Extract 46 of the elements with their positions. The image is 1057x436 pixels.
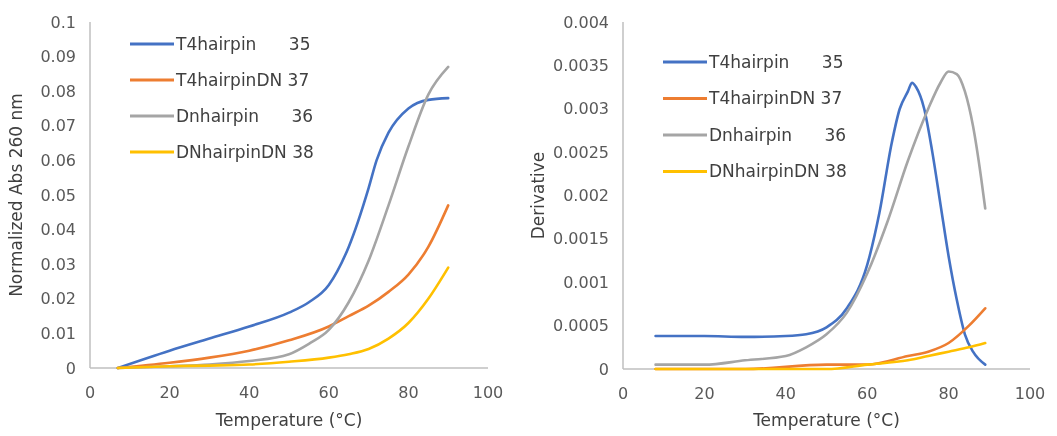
y-tick-label: 0.0025 xyxy=(553,142,609,162)
y-tick-label: 0.0035 xyxy=(553,55,609,75)
y-tick-label: 0.003 xyxy=(563,99,609,119)
y-tick-label: 0.01 xyxy=(40,324,76,343)
x-tick-label: 60 xyxy=(857,384,878,403)
y-tick-label: 0.001 xyxy=(563,272,609,292)
x-tick-label: 40 xyxy=(239,383,260,402)
y-axis-title: Normalized Abs 260 nm xyxy=(5,93,26,297)
legend-label: DNhairpinDN 38 xyxy=(176,141,314,162)
legend-label: DNhairpinDN 38 xyxy=(709,161,847,182)
y-axis-title: Derivative xyxy=(527,151,548,240)
x-tick-label: 100 xyxy=(472,383,504,402)
y-tick-label: 0.02 xyxy=(40,289,76,309)
x-tick-label: 80 xyxy=(938,384,959,403)
y-tick-label: 0.1 xyxy=(50,12,76,32)
x-tick-label: 20 xyxy=(159,383,180,402)
y-tick-label: 0.09 xyxy=(40,47,76,67)
y-tick-label: 0.0005 xyxy=(553,316,609,336)
y-tick-label: 0.07 xyxy=(40,116,76,136)
x-axis-title: Temperature (°C) xyxy=(752,410,900,430)
legend-label: Dnhairpin 36 xyxy=(709,124,847,145)
x-tick-label: 100 xyxy=(1014,384,1046,403)
y-tick-label: 0 xyxy=(598,359,609,379)
legend-label: T4hairpin 35 xyxy=(708,51,844,72)
y-tick-label: 0.06 xyxy=(40,151,76,170)
y-tick-label: 0.004 xyxy=(563,12,609,32)
legend-label: T4hairpinDN 37 xyxy=(175,69,310,90)
y-tick-label: 0.0015 xyxy=(553,229,609,249)
legend-label: Dnhairpin 36 xyxy=(176,105,314,126)
x-axis-title: Temperature (°C) xyxy=(214,410,363,430)
y-tick-label: 0.04 xyxy=(40,220,76,240)
legend-label: T4hairpin 35 xyxy=(175,33,311,54)
line-series xyxy=(654,341,987,371)
y-tick-label: 0 xyxy=(65,358,76,378)
y-tick-label: 0.03 xyxy=(40,254,76,274)
x-tick-label: 40 xyxy=(775,384,796,403)
x-tick-label: 60 xyxy=(318,383,339,402)
x-tick-label: 80 xyxy=(398,383,419,402)
y-tick-label: 0.05 xyxy=(40,185,76,205)
x-tick-label: 0 xyxy=(617,384,629,403)
y-tick-label: 0.002 xyxy=(563,186,609,206)
x-tick-label: 20 xyxy=(694,384,715,403)
x-tick-label: 0 xyxy=(84,383,96,402)
legend-label: T4hairpinDN 37 xyxy=(708,88,843,109)
y-tick-label: 0.08 xyxy=(40,81,76,101)
line-series xyxy=(116,266,450,370)
